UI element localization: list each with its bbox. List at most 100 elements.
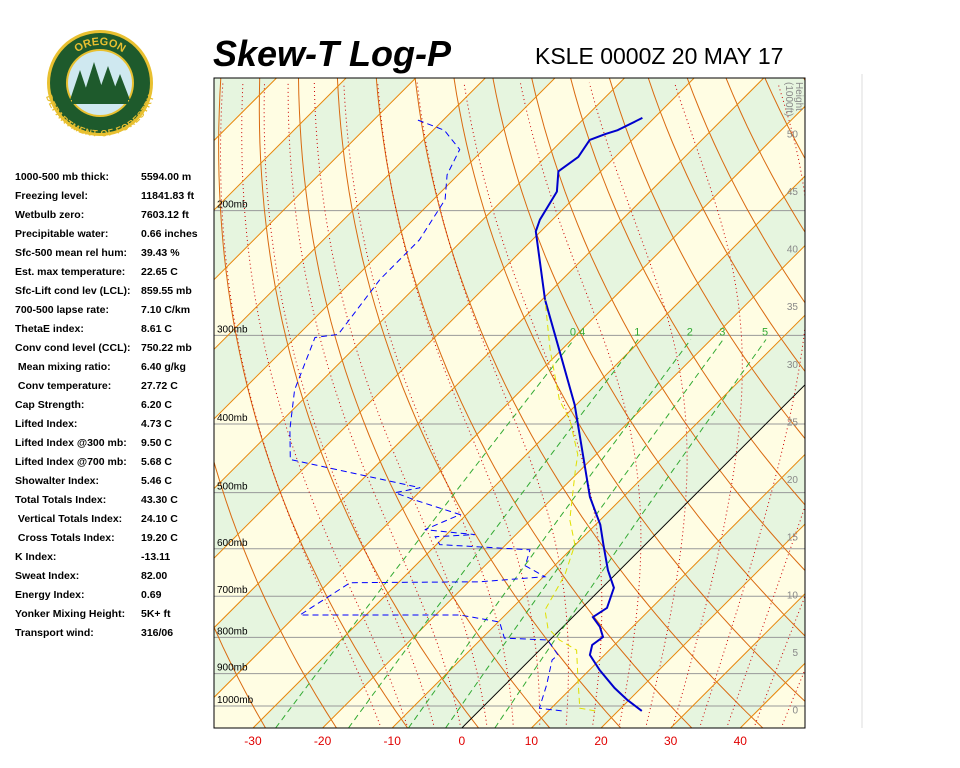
- stat-value: 5594.00 m: [141, 171, 191, 183]
- stat-label: 700-500 lapse rate:: [15, 304, 109, 316]
- isotherm: [391, 314, 805, 728]
- stat-value: 0.66 inches: [141, 228, 198, 240]
- stat-value: 750.22 mb: [141, 342, 192, 354]
- pressure-label: 700mb: [217, 585, 248, 596]
- x-tick-label: 30: [664, 734, 678, 748]
- dry-adiabat: [920, 78, 960, 728]
- y2-tick-label: 50: [787, 129, 799, 140]
- pressure-label: 400mb: [217, 413, 248, 424]
- stat-label: Lifted Index:: [15, 418, 77, 430]
- stat-value: 316/06: [141, 627, 173, 639]
- x-tick-label: 20: [594, 734, 608, 748]
- stat-label: Energy Index:: [15, 589, 84, 601]
- dry-adiabat: [531, 78, 805, 572]
- moist-adiabat: [780, 668, 805, 728]
- mixing-ratio-label: 3: [719, 326, 725, 338]
- stat-value: 8.61 C: [141, 323, 172, 335]
- isotherm: [214, 78, 486, 351]
- dry-adiabat: [258, 78, 479, 728]
- stat-value: 39.43 %: [141, 247, 180, 259]
- mixing-ratio-line: [445, 339, 724, 728]
- stat-value: 5K+ ft: [141, 608, 171, 620]
- mixing-ratio-line: [408, 339, 692, 728]
- dry-adiabat: [492, 78, 805, 637]
- isotherm: [600, 523, 805, 728]
- moist-adiabat: [416, 82, 569, 728]
- pressure-label: 800mb: [217, 626, 248, 637]
- y2-tick-label: 35: [787, 302, 799, 313]
- stat-value: 9.50 C: [141, 437, 172, 449]
- stat-value: 22.65 C: [141, 266, 178, 278]
- stat-label: Sfc-500 mean rel hum:: [15, 247, 127, 259]
- stat-label: Conv temperature:: [15, 380, 111, 392]
- plot-area: [214, 78, 960, 728]
- title: Skew-T Log-P: [213, 33, 452, 74]
- dry-adiabat: [882, 78, 960, 728]
- stat-label: Est. max temperature:: [15, 266, 125, 278]
- logo: OREGON DEPARTMENT OF FORESTRY: [44, 30, 156, 139]
- x-tick-label: -20: [314, 734, 332, 748]
- stat-value: 4.73 C: [141, 418, 172, 430]
- subtitle: KSLE 0000Z 20 MAY 17: [535, 43, 783, 69]
- x-tick-label: 40: [734, 734, 748, 748]
- stat-label: Mean mixing ratio:: [15, 361, 111, 373]
- stat-label: Sfc-Lift cond lev (LCL):: [15, 285, 131, 297]
- moist-adiabat: [241, 82, 409, 728]
- moist-adiabat: [377, 82, 541, 728]
- stat-label: K Index:: [15, 551, 56, 563]
- isotherm: [214, 78, 625, 490]
- isotherm: [214, 78, 347, 211]
- isotherm: [531, 453, 805, 728]
- wind-panel: [808, 74, 862, 728]
- mixing-ratio-label: 0.4: [570, 326, 585, 338]
- mixing-ratio-line: [494, 339, 767, 728]
- moist-adiabat: [287, 82, 462, 728]
- moist-adiabat: [726, 504, 805, 728]
- stat-value: 82.00: [141, 570, 167, 582]
- x-tick-label: -10: [384, 734, 402, 748]
- stat-value: 5.68 C: [141, 456, 172, 468]
- stat-value: 5.46 C: [141, 475, 172, 487]
- mixing-ratio-label: 1: [634, 326, 640, 338]
- plot-frame: [213, 77, 806, 729]
- dry-adiabat: [218, 78, 409, 728]
- stat-label: Cross Totals Index:: [15, 532, 115, 544]
- stat-label: Conv cond level (CCL):: [15, 342, 131, 354]
- isotherm: [214, 78, 695, 559]
- isotherm: [214, 78, 417, 281]
- dry-adiabat: [298, 78, 551, 728]
- isotherm: [252, 175, 805, 728]
- stat-label: Showalter Index:: [15, 475, 99, 487]
- mixing-ratio-line: [275, 339, 575, 728]
- overlay: 1000mb 900mb 800mb 700mb 600mb 500mb 400mb 300m…: [217, 82, 804, 748]
- y2-title: Height: [793, 82, 804, 111]
- stat-label: Freezing level:: [15, 190, 88, 202]
- stat-label: Vertical Totals Index:: [15, 513, 122, 525]
- stat-value: 24.10 C: [141, 513, 178, 525]
- mixing-ratio-label: 2: [687, 326, 693, 338]
- moist-adiabat: [671, 82, 743, 728]
- stat-value: 859.55 mb: [141, 285, 192, 297]
- y2-tick-label: 45: [787, 187, 799, 198]
- dry-adiabat: [375, 78, 693, 728]
- moist-adiabat: [343, 82, 514, 728]
- y2-tick-label: 15: [787, 533, 799, 544]
- pressure-label: 600mb: [217, 538, 248, 549]
- stat-value: 6.20 C: [141, 399, 172, 411]
- pressure-label: 500mb: [217, 482, 248, 493]
- y2-tick-label: 40: [787, 245, 799, 256]
- logo-top-path: OREGON: [72, 36, 127, 55]
- stat-value: 19.20 C: [141, 532, 178, 544]
- x-tick-label: 10: [525, 734, 539, 748]
- stat-value: 0.69: [141, 589, 162, 601]
- dry-adiabat: [453, 78, 805, 703]
- logo-ground: [72, 98, 128, 104]
- isotherm-band: [214, 106, 805, 728]
- stat-value: 7.10 C/km: [141, 304, 190, 316]
- stat-label: Transport wind:: [15, 627, 94, 639]
- y2-tick-label: 30: [787, 360, 799, 371]
- y2-tick-label: 5: [792, 648, 798, 659]
- stat-value: 7603.12 ft: [141, 209, 189, 221]
